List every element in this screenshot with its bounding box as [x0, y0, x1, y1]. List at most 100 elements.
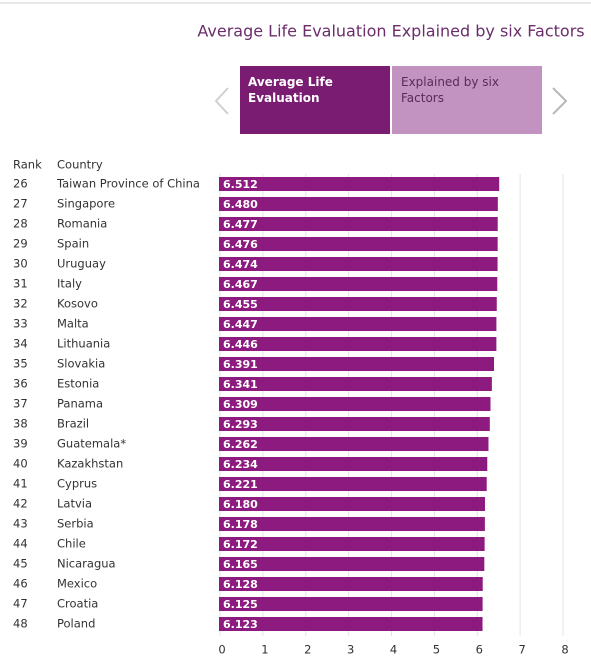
rank-label: 32: [13, 297, 28, 311]
y-tick-label: Taiwan Province of China: [56, 177, 200, 191]
bar: [219, 297, 497, 311]
value-label: 6.165: [223, 558, 258, 571]
rank-label: 27: [13, 197, 28, 211]
x-tick-label: 0: [218, 643, 225, 657]
x-tick-label: 5: [433, 643, 440, 657]
rank-label: 43: [13, 517, 28, 531]
value-label: 6.476: [223, 238, 258, 251]
rank-label: 41: [13, 477, 28, 491]
tab-inactive[interactable]: [392, 66, 542, 134]
bar: [219, 257, 498, 271]
bar: [219, 557, 485, 571]
value-label: 6.234: [223, 458, 258, 471]
y-tick-label: Croatia: [57, 597, 98, 611]
value-label: 6.467: [223, 278, 258, 291]
bar: [219, 497, 485, 511]
y-tick-label: Singapore: [57, 197, 115, 211]
bar: [219, 477, 487, 491]
y-tick-label: Chile: [57, 537, 86, 551]
rank-label: 35: [13, 357, 28, 371]
value-label: 6.480: [223, 198, 258, 211]
rank-label: 42: [13, 497, 28, 511]
rank-label: 45: [13, 557, 28, 571]
y-tick-label: Latvia: [57, 497, 92, 511]
value-label: 6.125: [223, 598, 258, 611]
column-header: Rank: [13, 158, 42, 172]
column-header: Country: [57, 158, 103, 172]
value-label: 6.341: [223, 378, 258, 391]
bar: [219, 197, 498, 211]
rank-label: 34: [13, 337, 28, 351]
bar: [219, 457, 488, 471]
bar: [219, 337, 497, 351]
rank-label: 44: [13, 537, 28, 551]
value-label: 6.455: [223, 298, 258, 311]
tab-label-wrap: Average Life Evaluation: [248, 75, 333, 105]
bar: [219, 417, 490, 431]
value-label: 6.512: [223, 178, 258, 191]
prev-arrow[interactable]: [214, 87, 229, 115]
value-label: 6.309: [223, 398, 258, 411]
value-label: 6.180: [223, 498, 258, 511]
y-tick-label: Poland: [57, 617, 95, 631]
bar: [219, 357, 495, 371]
tab-label: Explained by six Factors: [401, 75, 499, 105]
rank-label: 36: [13, 377, 28, 391]
y-tick-label: Kosovo: [57, 297, 98, 311]
bar: [219, 517, 485, 531]
value-label: 6.293: [223, 418, 258, 431]
x-tick-label: 2: [304, 643, 311, 657]
value-label: 6.128: [223, 578, 258, 591]
tab-label-wrap: Explained by six Factors: [401, 75, 499, 105]
bar: [219, 577, 483, 591]
y-tick-label: Kazakhstan: [57, 457, 123, 471]
y-tick-label: Mexico: [57, 577, 97, 591]
y-tick-label: Malta: [57, 317, 89, 331]
rank-label: 38: [13, 417, 28, 431]
bar: [219, 317, 497, 331]
value-label: 6.221: [223, 478, 258, 491]
x-tick-label: 3: [347, 643, 354, 657]
x-tick-label: 4: [390, 643, 397, 657]
value-label: 6.391: [223, 358, 258, 371]
y-tick-label: Estonia: [57, 377, 99, 391]
y-tick-label: Guatemala*: [57, 437, 126, 451]
y-tick-label: Uruguay: [57, 257, 106, 271]
x-tick-label: 8: [561, 643, 568, 657]
value-label: 6.474: [223, 258, 258, 271]
x-tick-label: 7: [518, 643, 525, 657]
y-tick-label: Slovakia: [57, 357, 105, 371]
value-label: 6.477: [223, 218, 258, 231]
bar: [219, 617, 483, 631]
y-tick-label: Romania: [57, 217, 107, 231]
bar: [219, 537, 485, 551]
rank-label: 26: [13, 177, 28, 191]
tab-active[interactable]: [240, 66, 390, 134]
next-arrow[interactable]: [552, 87, 568, 115]
bar: [219, 177, 500, 191]
bar: [219, 437, 489, 451]
rank-label: 30: [13, 257, 28, 271]
rank-label: 40: [13, 457, 28, 471]
bar: [219, 237, 498, 251]
rank-label: 33: [13, 317, 28, 331]
rank-label: 46: [13, 577, 28, 591]
value-label: 6.262: [223, 438, 258, 451]
value-label: 6.172: [223, 538, 258, 551]
rank-label: 47: [13, 597, 28, 611]
y-tick-label: Nicaragua: [57, 557, 116, 571]
bar: [219, 397, 491, 411]
bar: [219, 217, 498, 231]
bar: [219, 597, 483, 611]
rank-label: 28: [13, 217, 28, 231]
rank-label: 37: [13, 397, 28, 411]
y-tick-label: Brazil: [57, 417, 89, 431]
y-tick-label: Italy: [57, 277, 82, 291]
chart-title: Average Life Evaluation Explained by six…: [197, 22, 584, 41]
rank-label: 48: [13, 617, 28, 631]
x-tick-label: 1: [261, 643, 268, 657]
value-label: 6.178: [223, 518, 258, 531]
rank-label: 29: [13, 237, 28, 251]
bar: [219, 377, 492, 391]
